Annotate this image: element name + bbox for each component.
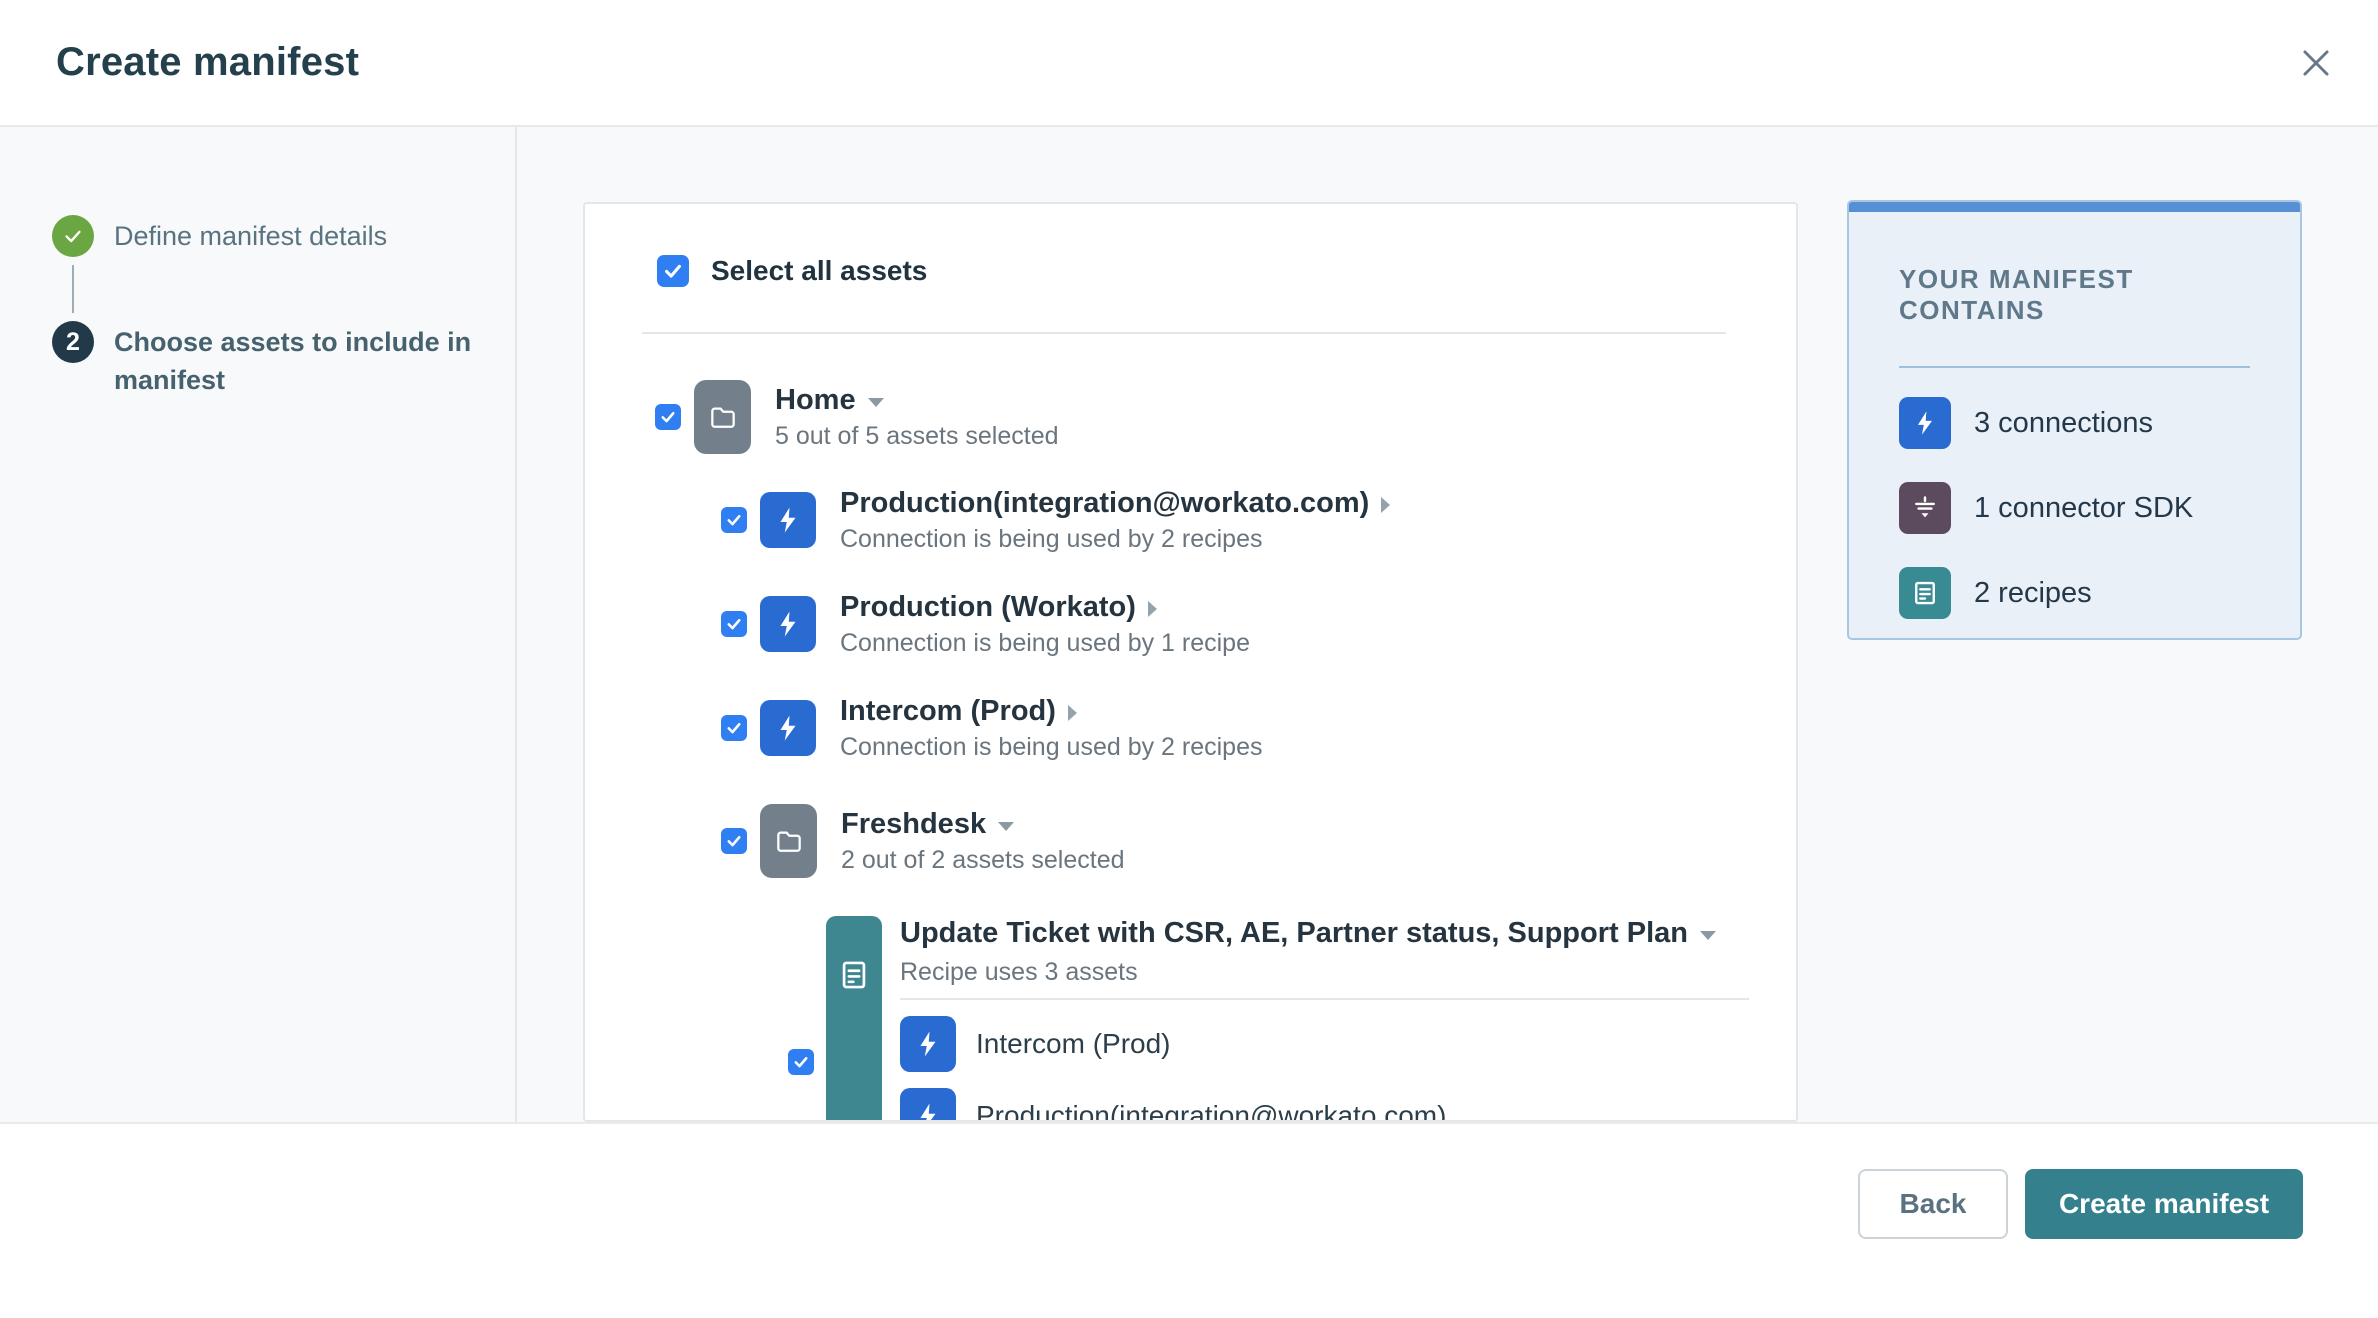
asset-row-freshdesk: Freshdesk 2 out of 2 assets selected [721, 804, 1796, 878]
recipe-asset-title: Intercom (Prod) [976, 1028, 1171, 1059]
asset-title: Production(integration@workato.com) [840, 487, 1370, 519]
folder-icon [694, 380, 751, 454]
connection-icon [760, 700, 816, 756]
recipe-bar [826, 916, 882, 1120]
asset-checkbox[interactable] [655, 404, 681, 430]
summary-item-label: 1 connector SDK [1974, 491, 2194, 524]
chevron-down-icon[interactable] [867, 397, 884, 407]
summary-item-label: 2 recipes [1974, 576, 2092, 609]
asset-checkbox[interactable] [721, 507, 747, 533]
step-choose-assets: 2 Choose assets to include in manifest [52, 321, 485, 399]
asset-tree: Home 5 out of 5 assets selected Producti… [655, 380, 1796, 1122]
chevron-down-icon[interactable] [1699, 930, 1716, 940]
recipe-asset-title: Production(integration@workato.com) [976, 1100, 1447, 1122]
recipe-icon [842, 961, 866, 989]
asset-subtitle: 2 out of 2 assets selected [841, 846, 1125, 874]
select-all-row: Select all assets [657, 254, 1796, 288]
summary-item-label: 3 connections [1974, 406, 2153, 439]
manifest-summary-panel: YOUR MANIFEST CONTAINS 3 connections [1847, 200, 2302, 640]
panel-title: YOUR MANIFEST CONTAINS [1899, 264, 2134, 325]
chevron-down-icon[interactable] [998, 821, 1015, 831]
summary-item-connector-sdk: 1 connector SDK [1899, 482, 2250, 534]
connection-icon [1899, 397, 1951, 449]
asset-selection-card: Select all assets Home [583, 202, 1798, 1122]
create-manifest-button[interactable]: Create manifest [2025, 1169, 2303, 1239]
recipe-subtitle: Recipe uses 3 assets [900, 958, 1138, 986]
asset-title: Production (Workato) [840, 591, 1136, 623]
connection-icon [760, 596, 816, 652]
chevron-right-icon[interactable] [1381, 496, 1391, 513]
step-complete-icon [52, 215, 94, 257]
asset-subtitle: Connection is being used by 2 recipes [840, 525, 1263, 553]
recipe-asset-checkbox[interactable] [788, 1049, 814, 1075]
page-title: Create manifest [56, 40, 360, 84]
step-define-manifest-details: Define manifest details [52, 215, 485, 257]
close-icon [2303, 49, 2329, 76]
asset-row-connection: Intercom (Prod) Connection is being used… [721, 695, 1796, 761]
asset-subtitle: 5 out of 5 assets selected [775, 422, 1059, 450]
divider [1899, 366, 2250, 368]
asset-title: Freshdesk [841, 808, 987, 840]
connection-icon [760, 492, 816, 548]
summary-item-connections: 3 connections [1899, 397, 2250, 449]
connection-icon [900, 1088, 956, 1120]
recipe-title: Update Ticket with CSR, AE, Partner stat… [900, 916, 1688, 949]
select-all-checkbox[interactable] [657, 255, 689, 287]
modal-header: Create manifest [0, 0, 2378, 127]
wizard-stepper: Define manifest details 2 Choose assets … [0, 127, 517, 1122]
asset-checkbox[interactable] [721, 611, 747, 637]
asset-subtitle: Connection is being used by 2 recipes [840, 733, 1263, 761]
asset-row-home: Home 5 out of 5 assets selected [655, 380, 1796, 454]
summary-item-recipes: 2 recipes [1899, 567, 2250, 619]
panel-accent-bar [1849, 202, 2300, 212]
divider [900, 998, 1749, 1000]
modal-footer: Back Create manifest [0, 1122, 2378, 1318]
asset-title: Home [775, 384, 856, 416]
folder-icon [760, 804, 817, 878]
chevron-right-icon[interactable] [1147, 600, 1157, 617]
step-label: Define manifest details [114, 221, 388, 251]
recipe-icon [1899, 567, 1951, 619]
recipe-asset-row: Production(integration@workato.com) [900, 1088, 1749, 1122]
recipe-asset-row: Intercom (Prod) [900, 1016, 1749, 1072]
asset-subtitle: Connection is being used by 1 recipe [840, 629, 1250, 657]
step-connector-line [72, 265, 74, 313]
chevron-right-icon[interactable] [1067, 704, 1077, 721]
recipe-content: Update Ticket with CSR, AE, Partner stat… [900, 916, 1749, 1122]
asset-row-connection: Production(integration@workato.com) Conn… [721, 487, 1796, 553]
asset-checkbox[interactable] [721, 828, 747, 854]
recipe-group: Update Ticket with CSR, AE, Partner stat… [788, 916, 1796, 1122]
select-all-label: Select all assets [711, 255, 928, 286]
divider [642, 332, 1726, 334]
step-number-badge: 2 [52, 321, 94, 363]
modal-body: Define manifest details 2 Choose assets … [0, 127, 2378, 1122]
asset-title: Intercom (Prod) [840, 695, 1056, 727]
step-label: Choose assets to include in manifest [114, 327, 472, 395]
connector-sdk-icon [1899, 482, 1951, 534]
asset-checkbox[interactable] [721, 715, 747, 741]
back-button[interactable]: Back [1858, 1169, 2008, 1239]
connection-icon [900, 1016, 956, 1072]
close-button[interactable] [2288, 35, 2344, 91]
asset-row-connection: Production (Workato) Connection is being… [721, 591, 1796, 657]
